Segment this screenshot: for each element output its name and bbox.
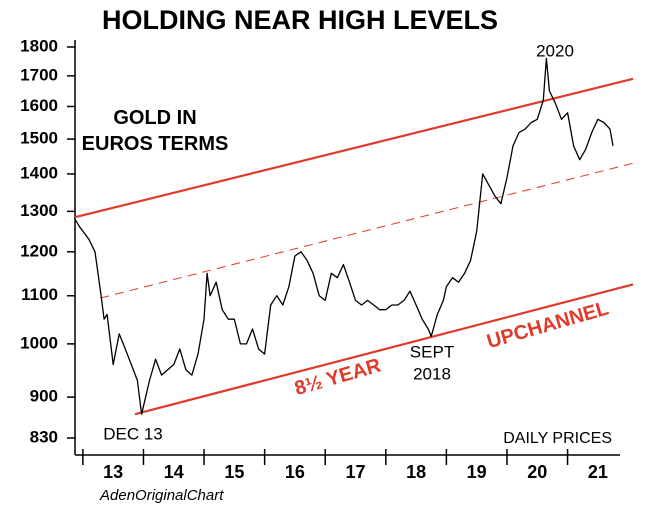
- annotation: AdenOriginalChart: [99, 487, 224, 504]
- annotation: SEPT: [410, 342, 454, 361]
- y-tick-label: 1200: [20, 241, 58, 260]
- price-line: [74, 57, 614, 415]
- x-tick-label: 20: [527, 462, 547, 482]
- channel-line: [134, 283, 634, 416]
- y-tick-label: 1500: [20, 129, 58, 148]
- channel-line: [100, 162, 634, 299]
- annotation: DAILY PRICES: [503, 430, 612, 447]
- x-tick-label: 14: [164, 462, 184, 482]
- y-tick-label: 1300: [20, 201, 58, 220]
- annotation: 2018: [413, 364, 451, 383]
- y-tick-label: 830: [30, 427, 58, 446]
- subtitle: GOLD IN EUROS TERMS: [81, 107, 229, 155]
- annotation: 2020: [536, 41, 574, 60]
- x-tick-label: 19: [467, 462, 487, 482]
- subtitle-box: GOLD IN EUROS TERMS: [81, 107, 229, 155]
- x-tick-label: 18: [406, 462, 426, 482]
- y-tick-label: 1600: [20, 96, 58, 115]
- annotation: DEC 13: [103, 424, 163, 443]
- x-tick-label: 16: [285, 462, 305, 482]
- x-tick-label: 15: [224, 462, 244, 482]
- chart-title: HOLDING NEAR HIGH LEVELS: [102, 5, 498, 35]
- x-tick-label: 21: [588, 462, 608, 482]
- x-tick-label: 17: [345, 462, 365, 482]
- y-tick-label: 1700: [20, 65, 58, 84]
- y-tick-label: 1800: [20, 36, 58, 55]
- y-tick-label: 1400: [20, 163, 58, 182]
- x-tick-label: 13: [103, 462, 123, 482]
- y-tick-label: 1000: [20, 333, 58, 352]
- y-tick-label: 1100: [21, 285, 58, 304]
- channel-line: [74, 77, 634, 219]
- y-tick-label: 900: [30, 387, 58, 406]
